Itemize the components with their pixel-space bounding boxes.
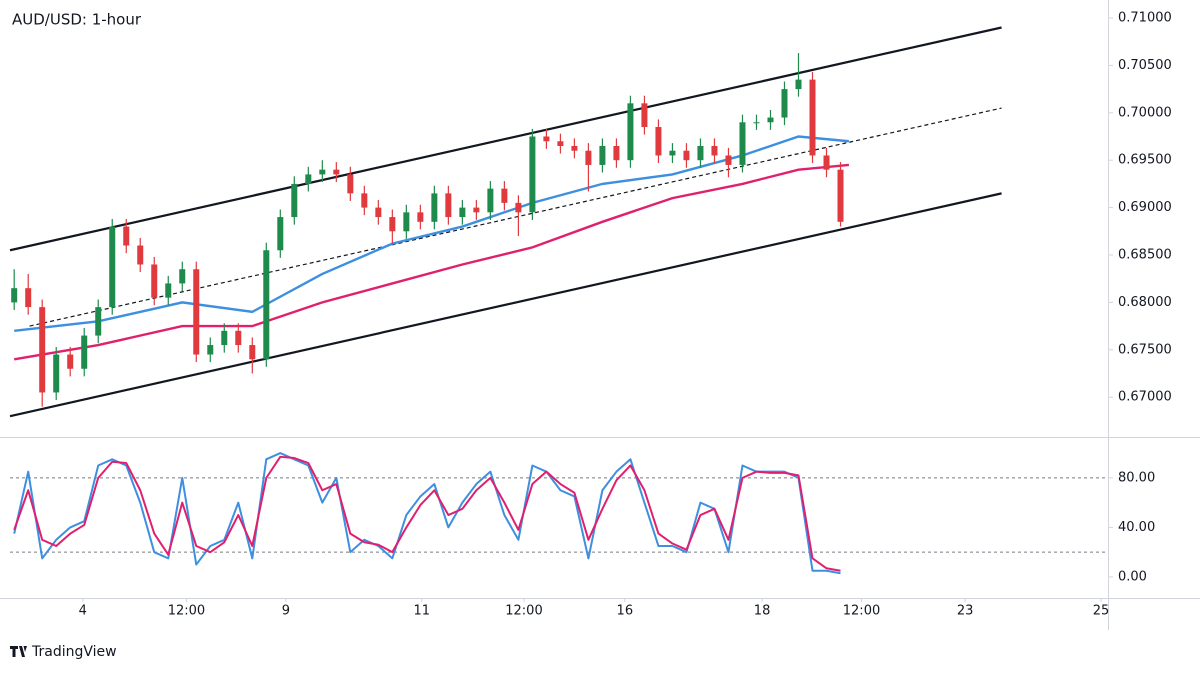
- y-tick-label: 0.67000: [1118, 390, 1172, 405]
- candle-body: [739, 122, 746, 165]
- oscillator-line: [13, 452, 841, 575]
- x-tick-label: 16: [617, 604, 634, 619]
- candle-body: [613, 145, 620, 161]
- candle-body: [725, 155, 732, 165]
- x-tick-label: 18: [754, 604, 771, 619]
- price-pane: [9, 26, 1002, 418]
- candle-body: [235, 330, 242, 346]
- logo: TradingView: [10, 644, 117, 660]
- candle-body: [473, 207, 480, 213]
- candle-body: [487, 188, 494, 213]
- moving-average: [14, 163, 850, 361]
- channel-line: [9, 26, 1002, 252]
- candle-body: [823, 155, 830, 170]
- y-tick-label: 0.67500: [1118, 342, 1172, 357]
- channel-line: [29, 107, 1002, 327]
- candle-body: [543, 136, 550, 142]
- channel-line: [9, 192, 1002, 418]
- logo-text: TradingView: [31, 644, 117, 660]
- candle-body: [137, 245, 144, 265]
- candle-body: [711, 145, 718, 156]
- candle-body: [585, 150, 592, 165]
- candle-body: [557, 141, 564, 146]
- candle-body: [207, 345, 214, 355]
- candle-body: [669, 150, 676, 156]
- x-tick-label: 12:00: [505, 604, 542, 619]
- candle-body: [375, 207, 382, 218]
- y-tick-label: 0.71000: [1118, 11, 1172, 26]
- y-tick-label: 0.69500: [1118, 153, 1172, 168]
- candle-body: [95, 307, 102, 336]
- y-tick-label: 0.70000: [1118, 105, 1172, 120]
- y-tick-label: 0.69000: [1118, 200, 1172, 215]
- candle-body: [767, 117, 774, 123]
- candle-body: [25, 288, 32, 308]
- candle-body: [403, 212, 410, 232]
- candle-body: [571, 145, 578, 151]
- candle-body: [627, 103, 634, 161]
- candle-body: [319, 169, 326, 175]
- candle-body: [837, 169, 844, 222]
- candle-body: [11, 288, 18, 303]
- chart-title: AUD/USD: 1-hour: [12, 11, 142, 29]
- y-tick-label: 0.68000: [1118, 295, 1172, 310]
- candle-body: [277, 217, 284, 251]
- candle-body: [123, 226, 130, 246]
- candle-body: [39, 307, 46, 393]
- candle-body: [417, 212, 424, 222]
- candle-body: [697, 145, 704, 161]
- candle-body: [221, 330, 228, 346]
- y-tick-label: 0.00: [1118, 569, 1147, 584]
- x-tick-label: 4: [79, 604, 87, 619]
- y-tick-label: 0.70500: [1118, 58, 1172, 73]
- candle-body: [753, 122, 760, 124]
- candle-body: [81, 335, 88, 369]
- candle-body: [67, 354, 74, 369]
- candle-body: [249, 345, 256, 360]
- candle-body: [347, 174, 354, 194]
- candle-body: [655, 127, 662, 156]
- candle-body: [781, 89, 788, 118]
- candle-body: [179, 269, 186, 284]
- candle-body: [291, 183, 298, 218]
- candle-body: [515, 202, 522, 213]
- candle-body: [361, 193, 368, 208]
- candle-body: [431, 193, 438, 222]
- candle-body: [53, 354, 60, 393]
- candle-body: [193, 269, 200, 355]
- candle-body: [445, 193, 452, 218]
- candle-body: [599, 145, 606, 165]
- candle-body: [459, 207, 466, 218]
- candle-body: [333, 169, 340, 175]
- candle-body: [165, 283, 172, 298]
- candle-body: [109, 226, 116, 308]
- x-tick-label: 23: [957, 604, 974, 619]
- y-tick-label: 40.00: [1118, 520, 1155, 535]
- x-tick-label: 25: [1093, 604, 1110, 619]
- candle-body: [305, 174, 312, 184]
- candle-body: [809, 79, 816, 156]
- x-tick-label: 12:00: [168, 604, 205, 619]
- candle-body: [263, 250, 270, 360]
- x-tick-label: 9: [282, 604, 290, 619]
- candle-body: [641, 103, 648, 128]
- y-tick-label: 80.00: [1118, 470, 1155, 485]
- x-tick-label: 11: [413, 604, 430, 619]
- candle-body: [683, 150, 690, 161]
- x-tick-label: 12:00: [843, 604, 880, 619]
- logo-icon: [10, 646, 27, 657]
- candle-body: [151, 264, 158, 298]
- candle-body: [501, 188, 508, 203]
- candle-body: [529, 136, 536, 213]
- oscillator-line: [13, 455, 841, 572]
- candle-body: [795, 79, 802, 90]
- y-tick-label: 0.68500: [1118, 247, 1172, 262]
- candle-body: [389, 217, 396, 232]
